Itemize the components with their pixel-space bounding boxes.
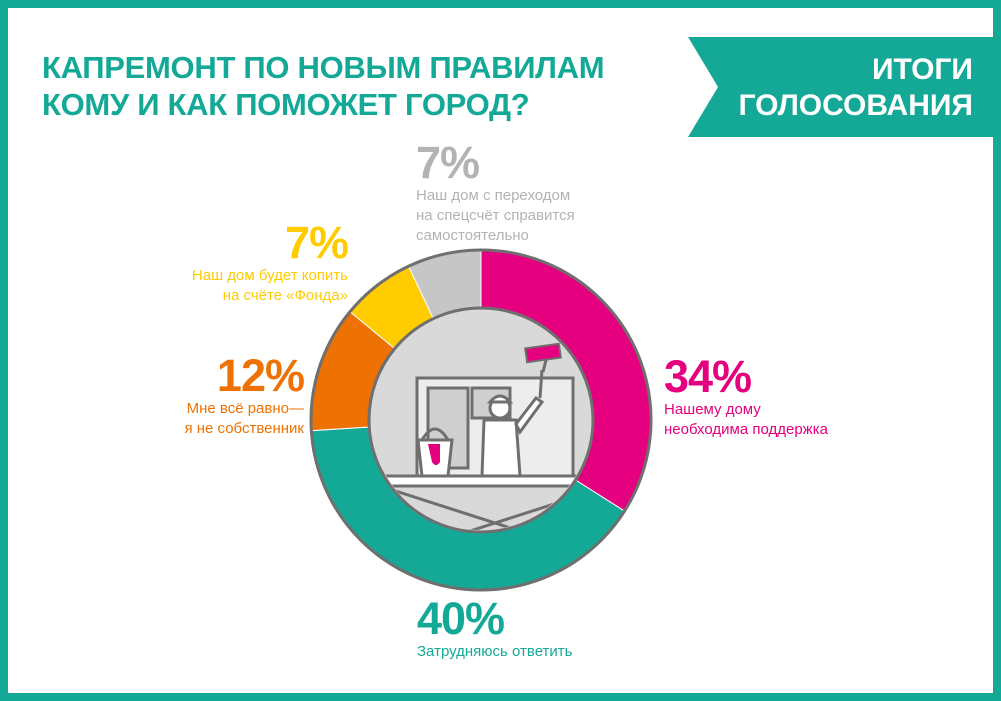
results-banner: ИТОГИ ГОЛОСОВАНИЯ <box>688 37 993 137</box>
desc-7-yellow-line1: Наш дом будет копить <box>191 267 348 284</box>
banner-shape <box>688 37 993 137</box>
pct-7-yellow: 7% <box>284 217 349 268</box>
pct-34: 34% <box>664 351 752 402</box>
label-40: 40% Затрудняюсь ответить <box>417 596 572 662</box>
roller-pole <box>538 369 544 399</box>
paint-roller-icon <box>524 342 562 364</box>
pct-12: 12% <box>216 350 305 401</box>
label-12: 12% Мне всё равно— я не собственник <box>184 350 305 439</box>
label-34: 34% Нашему дому необходима поддержка <box>664 354 828 440</box>
bucket-handle <box>420 427 450 441</box>
page-title: КАПРЕМОНТ ПО НОВЫМ ПРАВИЛАМ КОМУ И КАК П… <box>42 49 605 123</box>
desc-34-line2: необходима поддержка <box>664 421 828 438</box>
banner-line-1: ИТОГИ <box>871 53 973 86</box>
bucket-paint <box>428 444 440 465</box>
label-7-yellow: 7% Наш дом будет копить на счёте «Фонда» <box>191 217 349 306</box>
desc-34-line1: Нашему дому <box>664 401 761 418</box>
desc-7-gray-line2: на спецсчёт справится <box>416 207 575 224</box>
donut-outer-outline <box>309 248 653 592</box>
pct-40: 40% <box>417 593 505 644</box>
desc-12-line2: я не собственник <box>184 420 304 437</box>
banner-line-2: ГОЛОСОВАНИЯ <box>738 89 973 122</box>
pct-7-gray: 7% <box>416 137 480 188</box>
title-line-2: КОМУ И КАК ПОМОЖЕТ ГОРОД? <box>42 87 530 122</box>
desc-7-yellow-line2: на счёте «Фонда» <box>222 287 348 304</box>
roller-frame <box>541 359 548 373</box>
desc-12-line1: Мне всё равно— <box>186 400 304 417</box>
painter-arm <box>514 395 545 435</box>
painter-cap <box>486 394 514 404</box>
label-7-gray: 7% Наш дом с переходом на спецсчёт справ… <box>416 140 575 246</box>
painter-body <box>480 418 522 478</box>
desc-40-line1: Затрудняюсь ответить <box>417 643 573 660</box>
desc-7-gray-line1: Наш дом с переходом <box>416 187 571 204</box>
title-line-1: КАПРЕМОНТ ПО НОВЫМ ПРАВИЛАМ <box>42 50 605 85</box>
desc-7-gray-line3: самостоятельно <box>416 227 529 244</box>
